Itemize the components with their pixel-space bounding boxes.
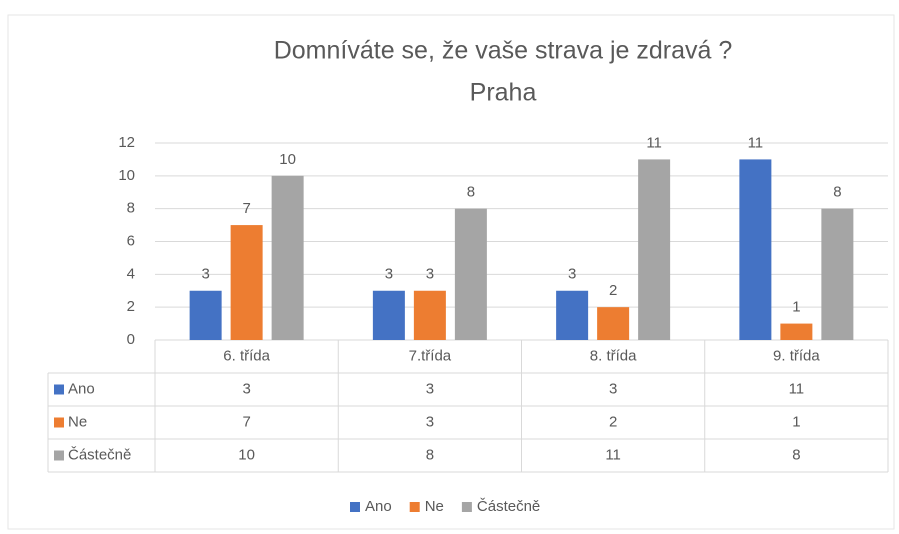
bar xyxy=(638,159,671,340)
table-cell: 11 xyxy=(605,446,621,463)
bar xyxy=(271,175,304,340)
x-tick-label: 7.třída xyxy=(409,347,452,364)
legend-key xyxy=(350,502,360,512)
table-cell: 2 xyxy=(609,413,617,430)
table-legend-key xyxy=(54,384,64,395)
data-label: 8 xyxy=(467,184,475,201)
y-tick-label: 2 xyxy=(127,298,135,315)
legend-label: Částečně xyxy=(477,498,540,515)
y-tick-label: 8 xyxy=(127,200,135,217)
y-tick-label: 6 xyxy=(127,232,135,249)
table-cell: 3 xyxy=(426,380,434,397)
table-cell: 3 xyxy=(609,380,617,397)
data-label: 1 xyxy=(792,299,800,316)
table-cell: 8 xyxy=(792,446,800,463)
x-tick-label: 9. třída xyxy=(773,347,820,364)
table-cell: 11 xyxy=(789,380,805,397)
bar xyxy=(597,307,630,340)
data-label: 2 xyxy=(609,282,617,299)
data-label: 3 xyxy=(201,266,209,283)
table-row-label: Ano xyxy=(68,380,95,397)
y-tick-label: 4 xyxy=(127,265,135,282)
y-tick-label: 0 xyxy=(127,331,135,348)
bar xyxy=(454,208,487,340)
data-label: 10 xyxy=(279,151,296,168)
bar xyxy=(372,290,405,340)
table-row-label: Ne xyxy=(68,413,87,430)
bar xyxy=(413,290,446,340)
data-label: 11 xyxy=(748,134,764,151)
table-cell: 8 xyxy=(426,446,434,463)
legend-key xyxy=(461,502,472,512)
x-tick-label: 6. třída xyxy=(223,347,270,364)
table-cell: 3 xyxy=(426,413,434,430)
legend-label: Ne xyxy=(425,498,444,515)
table-cell: 10 xyxy=(238,446,255,463)
bar xyxy=(780,323,813,340)
x-tick-label: 8. třída xyxy=(590,347,637,364)
chart-subtitle: Praha xyxy=(470,79,537,107)
table-legend-key xyxy=(54,450,64,461)
bar xyxy=(739,159,772,340)
table-cell: 1 xyxy=(792,413,800,430)
data-label: 11 xyxy=(646,134,662,151)
data-label: 7 xyxy=(242,200,250,217)
table-row-label: Částečně xyxy=(68,446,131,463)
y-tick-label: 10 xyxy=(118,167,135,184)
data-label: 8 xyxy=(833,184,841,201)
legend-key xyxy=(409,502,420,512)
table-legend-key xyxy=(54,417,64,428)
data-label: 3 xyxy=(568,266,576,283)
y-tick-label: 12 xyxy=(118,134,135,151)
legend-label: Ano xyxy=(365,498,392,515)
bar xyxy=(821,208,854,340)
data-label: 3 xyxy=(426,266,434,283)
table-cell: 3 xyxy=(242,380,250,397)
bar xyxy=(556,290,589,340)
data-label: 3 xyxy=(385,266,393,283)
table-cell: 7 xyxy=(242,413,250,430)
bar xyxy=(230,225,263,340)
bar xyxy=(189,290,222,340)
chart-title: Domníváte se, že vaše strava je zdravá ? xyxy=(274,37,733,65)
